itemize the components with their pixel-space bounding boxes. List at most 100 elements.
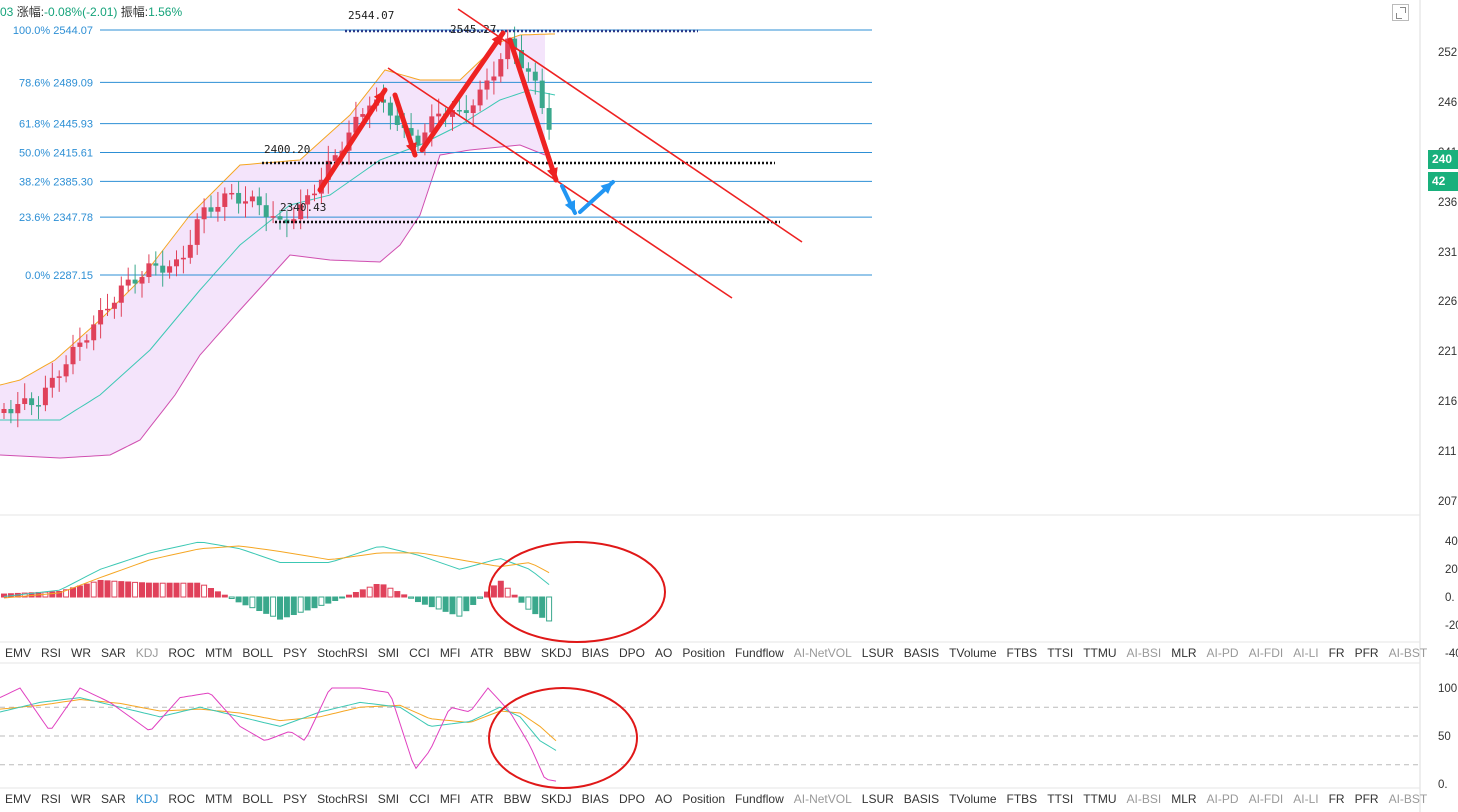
tab-ai-li[interactable]: AI-LI (1293, 646, 1319, 660)
tab-fr[interactable]: FR (1328, 792, 1345, 806)
tab-psy[interactable]: PSY (283, 792, 308, 806)
tab-ao[interactable]: AO (655, 792, 673, 806)
candle (498, 59, 504, 77)
zigzag-arrow (419, 30, 506, 153)
macd-axis-label: -20 (1445, 620, 1458, 632)
tab-pfr[interactable]: PFR (1354, 792, 1379, 806)
tab-ttmu[interactable]: TTMU (1083, 646, 1117, 660)
kdj-k-line (0, 697, 557, 751)
tab-stochrsi[interactable]: StochRSI (317, 792, 368, 806)
macd-histogram-bar (504, 587, 511, 598)
tab-ai-netvol[interactable]: AI-NetVOL (793, 792, 852, 806)
tab-atr[interactable]: ATR (470, 646, 494, 660)
tab-lsur[interactable]: LSUR (861, 646, 894, 660)
tab-rsi[interactable]: RSI (41, 646, 62, 660)
tab-ttsi[interactable]: TTSI (1047, 646, 1074, 660)
tab-basis[interactable]: BASIS (903, 792, 940, 806)
tab-ftbs[interactable]: FTBS (1006, 792, 1038, 806)
candle (215, 206, 221, 212)
tab-pfr[interactable]: PFR (1354, 646, 1379, 660)
tab-bbw[interactable]: BBW (503, 792, 531, 806)
tab-atr[interactable]: ATR (470, 792, 494, 806)
tab-cci[interactable]: CCI (409, 792, 430, 806)
candle (8, 409, 14, 414)
tab-sar[interactable]: SAR (101, 792, 126, 806)
tab-psy[interactable]: PSY (283, 646, 308, 660)
macd-histogram-bar (70, 587, 76, 598)
tab-ai-li[interactable]: AI-LI (1293, 792, 1319, 806)
tab-kdj[interactable]: KDJ (135, 792, 159, 806)
tab-tvolume[interactable]: TVolume (949, 646, 997, 660)
tab-position[interactable]: Position (682, 792, 726, 806)
kdj-axis-label: 0. (1438, 779, 1448, 791)
tab-ao[interactable]: AO (655, 646, 673, 660)
tab-bias[interactable]: BIAS (581, 792, 609, 806)
candle (249, 196, 255, 202)
tab-lsur[interactable]: LSUR (861, 792, 894, 806)
tab-cci[interactable]: CCI (409, 646, 430, 660)
change-label: 涨幅: (16, 5, 45, 19)
tab-ai-bst[interactable]: AI-BST (1388, 646, 1428, 660)
tab-ai-netvol[interactable]: AI-NetVOL (793, 646, 852, 660)
tab-boll[interactable]: BOLL (242, 792, 274, 806)
tab-stochrsi[interactable]: StochRSI (317, 646, 368, 660)
tab-sar[interactable]: SAR (101, 646, 126, 660)
price-axis-label: 207 (1438, 496, 1457, 508)
tab-bbw[interactable]: BBW (503, 646, 531, 660)
macd-histogram-bar (90, 581, 97, 598)
tab-skdj[interactable]: SKDJ (540, 792, 572, 806)
macd-histogram-bar (111, 580, 118, 598)
tab-ftbs[interactable]: FTBS (1006, 646, 1038, 660)
tab-ttmu[interactable]: TTMU (1083, 792, 1117, 806)
tab-mlr[interactable]: MLR (1171, 792, 1197, 806)
tab-mfi[interactable]: MFI (439, 646, 461, 660)
tab-roc[interactable]: ROC (168, 792, 196, 806)
tab-emv[interactable]: EMV (5, 646, 32, 660)
tab-ai-fdi[interactable]: AI-FDI (1248, 646, 1284, 660)
tab-rsi[interactable]: RSI (41, 792, 62, 806)
tab-basis[interactable]: BASIS (903, 646, 940, 660)
tab-tvolume[interactable]: TVolume (949, 792, 997, 806)
tab-wr[interactable]: WR (71, 792, 92, 806)
candle (477, 89, 483, 106)
macd-histogram-bar (532, 596, 539, 615)
macd-histogram-bar (332, 596, 339, 602)
tab-ai-bsi[interactable]: AI-BSI (1126, 792, 1162, 806)
tab-fundflow[interactable]: Fundflow (735, 646, 784, 660)
tab-ai-pd[interactable]: AI-PD (1206, 646, 1239, 660)
tab-ai-pd[interactable]: AI-PD (1206, 792, 1239, 806)
tab-mlr[interactable]: MLR (1171, 646, 1197, 660)
tab-ttsi[interactable]: TTSI (1047, 792, 1074, 806)
candle (525, 68, 531, 72)
tab-mfi[interactable]: MFI (439, 792, 461, 806)
macd-histogram-bar (415, 596, 421, 603)
tab-smi[interactable]: SMI (377, 646, 400, 660)
tab-mtm[interactable]: MTM (205, 792, 233, 806)
tab-emv[interactable]: EMV (5, 792, 32, 806)
tab-ai-bst[interactable]: AI-BST (1388, 792, 1428, 806)
macd-histogram-bar (297, 596, 304, 613)
tab-boll[interactable]: BOLL (242, 646, 274, 660)
macd-dif-line (3, 541, 550, 598)
fullscreen-icon[interactable] (1392, 4, 1409, 21)
candle (256, 196, 262, 206)
candle (222, 193, 228, 207)
tab-fr[interactable]: FR (1328, 646, 1345, 660)
tab-bias[interactable]: BIAS (581, 646, 609, 660)
tab-skdj[interactable]: SKDJ (540, 646, 572, 660)
tab-wr[interactable]: WR (71, 646, 92, 660)
candle (539, 80, 545, 109)
tab-fundflow[interactable]: Fundflow (735, 792, 784, 806)
tab-kdj[interactable]: KDJ (135, 646, 159, 660)
kdj-axis-label: 50 (1438, 731, 1451, 743)
tab-mtm[interactable]: MTM (205, 646, 233, 660)
tab-smi[interactable]: SMI (377, 792, 400, 806)
tab-ai-fdi[interactable]: AI-FDI (1248, 792, 1284, 806)
tab-roc[interactable]: ROC (168, 646, 196, 660)
tab-dpo[interactable]: DPO (618, 646, 645, 660)
candle (49, 377, 55, 388)
tab-dpo[interactable]: DPO (618, 792, 645, 806)
tab-position[interactable]: Position (682, 646, 726, 660)
tab-ai-bsi[interactable]: AI-BSI (1126, 646, 1162, 660)
